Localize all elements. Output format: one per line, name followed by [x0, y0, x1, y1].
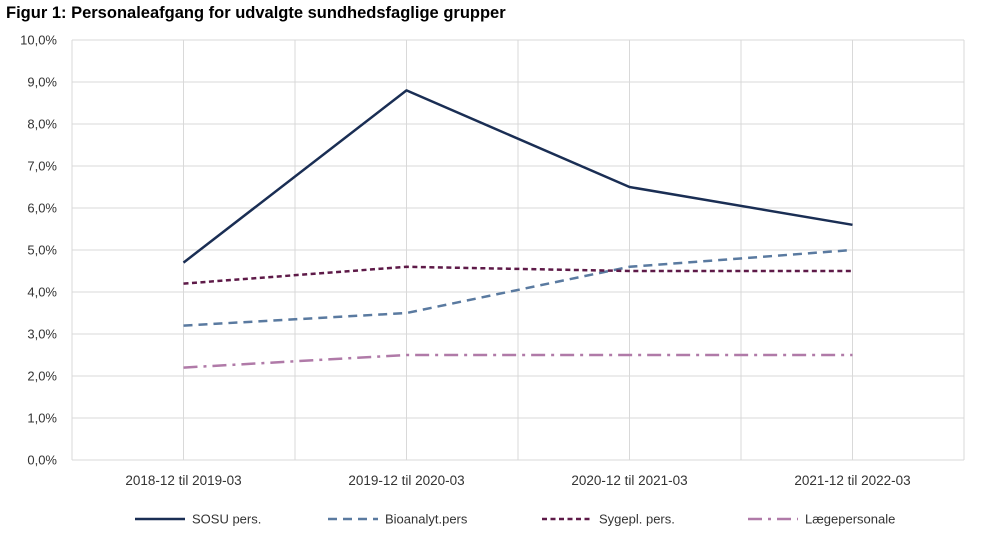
- chart-grid: [71, 39, 965, 461]
- x-tick-label: 2021-12 til 2022-03: [794, 473, 910, 488]
- y-tick-label: 3,0%: [27, 327, 57, 342]
- y-tick-label: 8,0%: [27, 117, 57, 132]
- y-tick-label: 2,0%: [27, 369, 57, 384]
- y-tick-label: 1,0%: [27, 411, 57, 426]
- x-tick-label: 2019-12 til 2020-03: [348, 473, 464, 488]
- series-line: [183, 248, 853, 327]
- chart-series: [182, 89, 853, 369]
- x-axis-ticks: 2018-12 til 2019-03 2019-12 til 2020-03 20…: [125, 473, 910, 488]
- y-tick-label: 10,0%: [20, 33, 57, 48]
- y-tick-label: 7,0%: [27, 159, 57, 174]
- legend-label: Lægepersonale: [805, 512, 895, 527]
- x-tick-label: 2018-12 til 2019-03: [125, 473, 241, 488]
- y-tick-label: 6,0%: [27, 201, 57, 216]
- y-tick-label: 9,0%: [27, 75, 57, 90]
- chart-legend: SOSU pers. Bioanalyt.pers Sygepl. pers. Læg…: [135, 512, 895, 527]
- series-line: [183, 353, 853, 369]
- y-tick-label: 4,0%: [27, 285, 57, 300]
- legend-label: Bioanalyt.pers: [385, 512, 468, 527]
- series-line: [183, 265, 853, 285]
- y-tick-label: 5,0%: [27, 243, 57, 258]
- y-axis-ticks: 0,0% 1,0% 2,0% 3,0% 4,0% 5,0% 6,0% 7,0% 8,0% 9,0%…: [20, 33, 57, 468]
- legend-label: SOSU pers.: [192, 512, 261, 527]
- x-tick-label: 2020-12 til 2021-03: [571, 473, 687, 488]
- y-tick-label: 0,0%: [27, 453, 57, 468]
- legend-label: Sygepl. pers.: [599, 512, 675, 527]
- chart-title: Figur 1: Personaleafgang for udvalgte su…: [6, 4, 506, 22]
- series-line: [182, 89, 853, 264]
